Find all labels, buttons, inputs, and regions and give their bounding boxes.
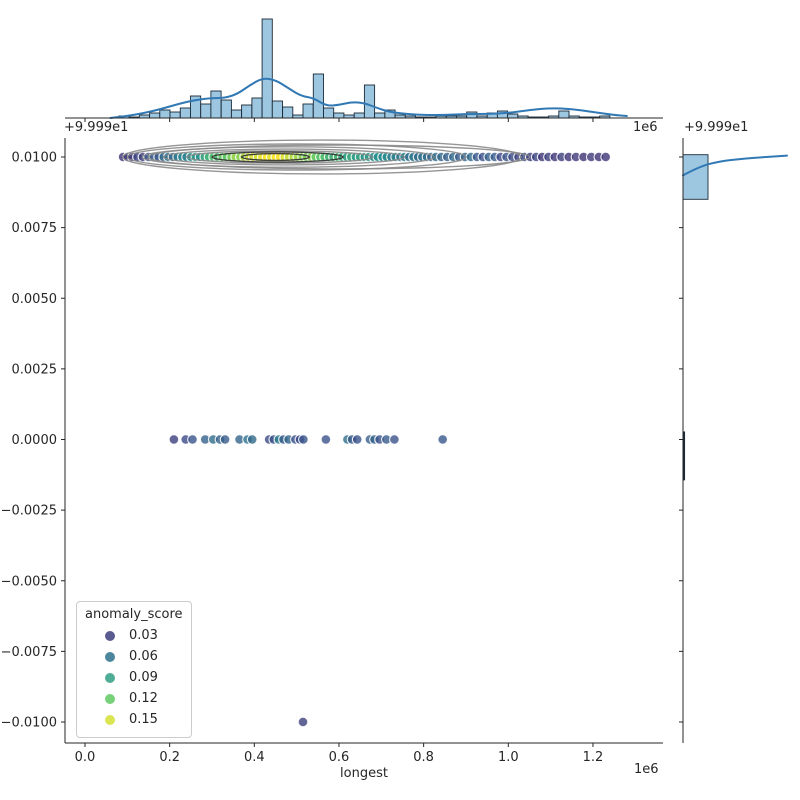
legend-entry: 0.03 (85, 625, 183, 646)
kde-contour (141, 146, 435, 168)
legend-swatch-0 (105, 630, 115, 641)
kde-contour (122, 139, 522, 175)
right-hist-bar (682, 154, 709, 200)
x-axis-label: longest (340, 766, 388, 781)
scatter-point (246, 434, 258, 445)
kde-contour (162, 148, 406, 166)
top-hist-bar (282, 106, 294, 119)
main-x-tick-label: 0.2 (159, 750, 180, 765)
main-x-tick-label: 0.6 (329, 750, 350, 765)
scatter-point (187, 434, 198, 445)
scatter-point (297, 716, 309, 728)
legend-entry-label: 0.15 (129, 712, 158, 727)
right-marginal-y-offset-label: +9.999e1 (684, 120, 749, 135)
legend-entry: 0.15 (85, 709, 183, 730)
top-hist-bar (312, 73, 324, 119)
scatter-point (298, 434, 309, 445)
top-hist-bar (323, 107, 335, 119)
top-hist-bar (220, 99, 232, 119)
legend-entry: 0.06 (85, 646, 183, 667)
main-y-tick-label: −0.0100 (1, 716, 57, 731)
main-y-tick-label: 0.0000 (12, 433, 58, 448)
kde-contour (126, 143, 467, 171)
main-y-tick-label: 0.0075 (12, 221, 58, 236)
top-hist-bar (558, 110, 570, 119)
main-x-tick-label: 0.0 (75, 750, 96, 765)
kde-contour (147, 144, 531, 170)
scatter-point (437, 434, 449, 445)
top-hist-bar (353, 112, 365, 119)
legend-entry-label: 0.09 (129, 670, 158, 685)
top-hist-bar (230, 109, 243, 119)
main-x-axis-offset-label: 1e6 (634, 762, 659, 777)
legend-entry-label: 0.06 (129, 649, 158, 664)
top-hist-bar (363, 84, 376, 119)
top-hist-bar (210, 90, 222, 119)
right-marginal-axes (679, 138, 788, 743)
kde-contour (211, 151, 344, 163)
top-hist-bar (169, 111, 181, 119)
main-y-axis-offset-label: +9.999e1 (64, 120, 129, 135)
main-x-tick-label: 1.0 (498, 750, 519, 765)
top-hist-bar (374, 112, 386, 119)
top-marginal-axes (65, 18, 663, 122)
scatter-point (389, 434, 400, 445)
scatter-point (168, 434, 180, 445)
top-hist-bar (200, 103, 212, 119)
main-x-tick-label: 1.2 (583, 750, 604, 765)
legend-entry-label: 0.12 (129, 691, 158, 706)
scatter-point (600, 151, 612, 163)
top-hist-bar (149, 112, 161, 119)
legend-swatch-1 (105, 651, 115, 662)
top-hist-bar (302, 103, 314, 119)
main-y-tick-label: 0.0025 (12, 362, 58, 377)
top-hist-bar (179, 107, 191, 119)
top-hist-bar (507, 113, 519, 119)
top-hist-bar (241, 104, 253, 119)
kde-contour (185, 150, 374, 164)
main-y-tick-label: −0.0050 (1, 574, 57, 589)
legend-title: anomaly_score (85, 607, 183, 622)
top-hist-bar (251, 97, 263, 119)
top-hist-bar (261, 18, 273, 119)
top-hist-bar (271, 100, 283, 119)
main-y-tick-label: 0.0100 (12, 151, 58, 166)
main-y-tick-label: −0.0025 (1, 504, 57, 519)
main-x-tick-label: 0.8 (413, 750, 434, 765)
scatter-point (320, 434, 332, 445)
legend-swatch-2 (105, 672, 115, 683)
legend: anomaly_score 0.03 0.06 0.09 0.12 0.15 (76, 601, 192, 738)
legend-swatch-4 (105, 714, 115, 725)
legend-entry: 0.09 (85, 667, 183, 688)
main-y-tick-label: −0.0075 (1, 645, 57, 660)
main-axes: 0.0100 0.0075 0.0050 0.0025 0.0000 −0.0025 −0.… (1, 138, 663, 765)
top-kde-line (109, 77, 628, 119)
top-hist-bar (333, 112, 345, 119)
top-hist-bar (159, 109, 171, 119)
main-x-tick-label: 0.4 (244, 750, 265, 765)
top-marginal-x-offset-label: 1e6 (633, 120, 658, 135)
kde-contour (240, 152, 311, 162)
legend-entry: 0.12 (85, 688, 183, 709)
legend-entry-label: 0.03 (129, 628, 158, 643)
main-y-tick-label: 0.0050 (12, 292, 58, 307)
scatter-point (219, 434, 231, 445)
scatter-point (351, 434, 363, 445)
legend-swatch-3 (105, 693, 115, 704)
right-kde-line (682, 154, 788, 177)
